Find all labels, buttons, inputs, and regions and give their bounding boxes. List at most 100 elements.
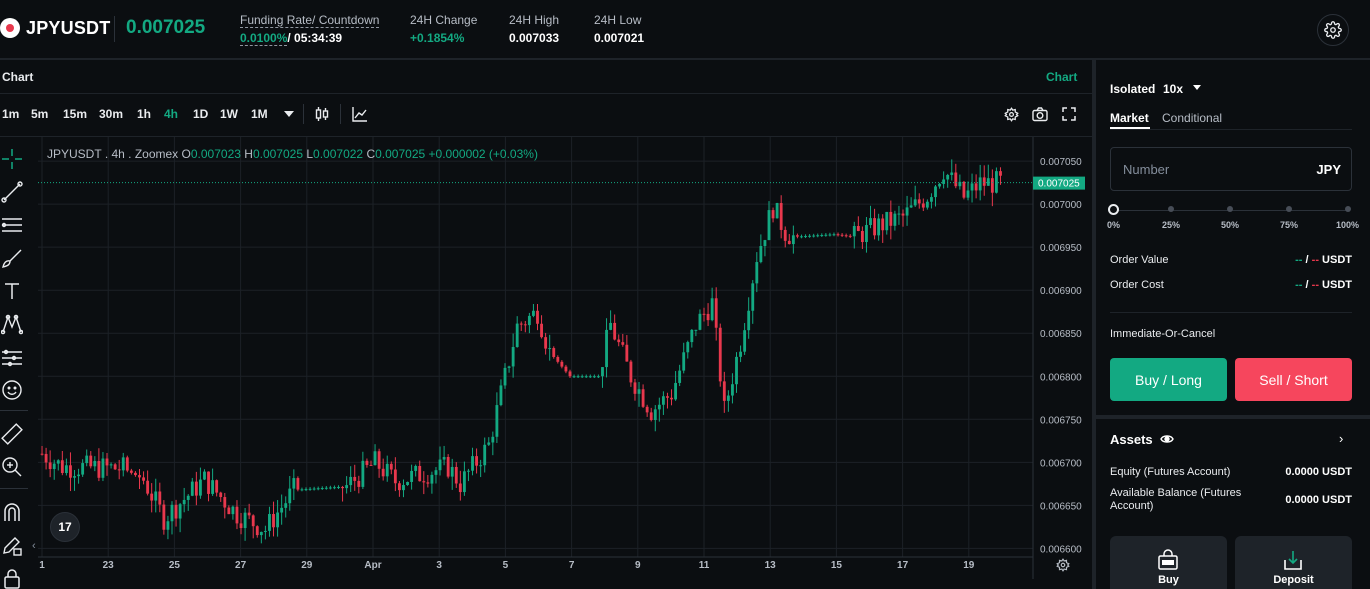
timeframe-1m[interactable]: 1m (2, 107, 20, 121)
timeframe-1w[interactable]: 1W (220, 107, 238, 121)
timeframe-15m[interactable]: 15m (63, 107, 88, 121)
candle-body (828, 234, 832, 236)
indicators-button[interactable] (350, 104, 370, 124)
candle-body (434, 470, 438, 475)
brush-tool[interactable] (0, 246, 24, 270)
crosshair-tool[interactable] (0, 147, 24, 171)
leverage-selector[interactable]: 10x (1163, 82, 1184, 96)
tab-market[interactable]: Market (1110, 111, 1149, 125)
tab-chart[interactable]: Chart (1046, 70, 1078, 84)
legend-low: 0.007022 (313, 147, 364, 161)
lock-tool[interactable] (0, 566, 24, 589)
buy-crypto-card[interactable]: Buy (1110, 536, 1227, 589)
timeframe-1h[interactable]: 1h (137, 107, 152, 121)
candle-body (767, 210, 771, 241)
chevron-right-icon[interactable]: › (1339, 431, 1344, 446)
text-tool[interactable] (0, 279, 24, 303)
deposit-card[interactable]: Deposit (1235, 536, 1352, 589)
candle-body (844, 235, 848, 237)
candle-body (255, 526, 259, 536)
zoom-tool[interactable] (0, 455, 24, 479)
emoji-tool[interactable] (0, 378, 24, 402)
caret-down-icon[interactable] (1193, 85, 1201, 90)
slider-label-50: 50% (1221, 220, 1240, 230)
y-tick-label: 0.007000 (1040, 200, 1082, 211)
slider-mark-25[interactable] (1168, 206, 1174, 212)
candle-body (422, 481, 426, 483)
ruler-tool[interactable] (0, 422, 24, 446)
settings-button[interactable] (1317, 14, 1349, 46)
timeframe-1mo[interactable]: 1M (251, 107, 268, 121)
candle-body (341, 486, 344, 489)
candle-body (771, 210, 775, 219)
symbol-name[interactable]: JPYUSDT (26, 18, 111, 38)
slider-mark-75[interactable] (1286, 206, 1292, 212)
candle-body (397, 483, 401, 491)
order-value: -- / -- USDT (1295, 254, 1352, 266)
candle-body (759, 246, 763, 263)
slider-mark-100[interactable] (1345, 206, 1351, 212)
tradingview-logo[interactable]: 17 (50, 512, 80, 542)
candle-type-button[interactable] (312, 104, 332, 124)
candle-body (613, 322, 617, 340)
axis-settings-button[interactable] (1054, 556, 1072, 574)
timeframe-30m[interactable]: 30m (99, 107, 124, 121)
candle-body (661, 396, 665, 405)
pattern-tool[interactable] (0, 312, 24, 336)
order-cost-short: -- (1311, 279, 1319, 291)
timeframe-5m[interactable]: 5m (31, 107, 49, 121)
candle-body (974, 183, 978, 191)
candle-body (503, 367, 507, 386)
candle-body (666, 396, 669, 398)
candle-body (913, 199, 917, 206)
candle-body (978, 177, 982, 191)
candle-body (682, 352, 686, 371)
candle-body (930, 197, 933, 202)
funding-rate-value[interactable]: 0.0100% (240, 31, 288, 46)
tab-conditional[interactable]: Conditional (1162, 111, 1223, 125)
screenshot-button[interactable] (1030, 104, 1050, 124)
collapse-toolbar-icon[interactable]: ‹ (32, 540, 36, 552)
timeframe-dropdown[interactable] (279, 104, 299, 124)
legend-close-label: C (366, 147, 376, 161)
ticker-header: JPYUSDT 0.007025 Funding Rate/ Countdown… (0, 0, 1370, 60)
chart-header-divider (0, 93, 1092, 94)
candle-body (885, 211, 889, 231)
magnet-tool[interactable] (0, 500, 24, 524)
ioc-option[interactable]: Immediate-Or-Cancel (1110, 328, 1216, 340)
candle-body (483, 444, 487, 466)
candle-body (129, 470, 133, 473)
quantity-input[interactable]: Number JPY (1110, 147, 1352, 191)
candle-body (475, 456, 479, 466)
legend-change: +0.000002 (+0.03%) (428, 147, 538, 161)
quantity-unit[interactable]: JPY (1316, 162, 1341, 177)
slider-handle[interactable] (1108, 204, 1119, 215)
timeframe-1d[interactable]: 1D (193, 107, 209, 121)
trendline-tool[interactable] (0, 180, 24, 204)
candle-body (304, 489, 308, 491)
candle-body (454, 466, 458, 484)
funding-rate-label[interactable]: Funding Rate/ Countdown (240, 13, 380, 28)
x-tick-label: 23 (103, 560, 115, 571)
chart-settings-button[interactable] (1001, 104, 1021, 124)
fullscreen-button[interactable] (1059, 104, 1079, 124)
candle-body (718, 327, 722, 382)
horizontal-lines-tool[interactable] (0, 213, 24, 237)
available-balance-value: 0.0000 USDT (1285, 494, 1352, 506)
measure-lines-tool[interactable] (0, 345, 24, 369)
margin-mode[interactable]: Isolated (1110, 82, 1156, 96)
buy-long-button[interactable]: Buy / Long (1110, 358, 1227, 401)
timeframe-4h[interactable]: 4h (164, 107, 179, 121)
candle-body (820, 235, 824, 237)
price-chart[interactable]: 0.007050 0.007000 0.006950 0.006900 0.006850… (38, 137, 1092, 579)
visibility-toggle[interactable] (1160, 432, 1174, 450)
slider-label-100: 100% (1336, 220, 1360, 230)
sell-short-button[interactable]: Sell / Short (1235, 358, 1352, 401)
x-tick-label: 1 (39, 560, 45, 571)
candle-body (999, 171, 1002, 176)
lock-drawings-tool[interactable] (0, 533, 24, 557)
slider-mark-50[interactable] (1227, 206, 1233, 212)
candle-body (925, 201, 929, 208)
legend-symbol: JPYUSDT (47, 147, 102, 161)
active-tab-underline (1110, 127, 1150, 129)
